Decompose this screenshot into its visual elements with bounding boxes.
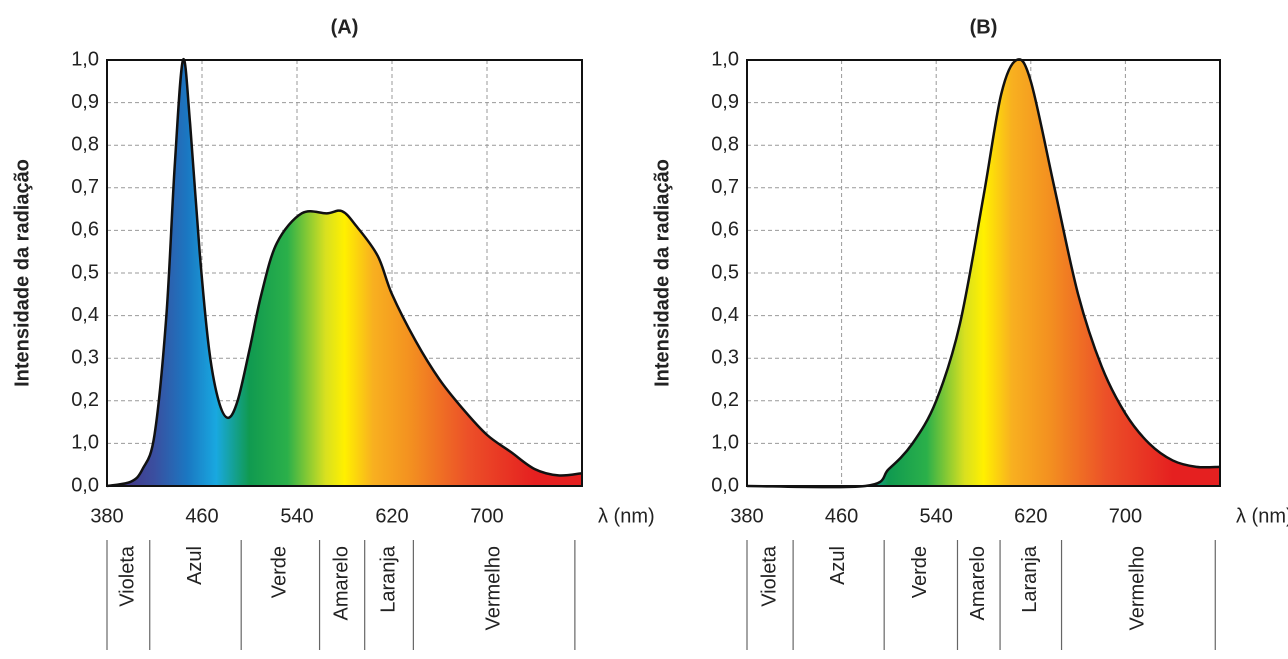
- x-tick-label: 460: [825, 505, 858, 527]
- band-label: Verde: [909, 546, 931, 598]
- x-tick-label: 620: [375, 505, 408, 527]
- y-tick-label: 0,8: [711, 133, 739, 155]
- y-tick-label: 0,3: [711, 346, 739, 368]
- y-tick-label: 0,0: [71, 474, 99, 496]
- area: [107, 59, 582, 487]
- x-tick-label: 540: [280, 505, 313, 527]
- band-label: Verde: [269, 546, 291, 598]
- band-label: Amarelo: [330, 546, 352, 620]
- x-tick-label: 380: [90, 505, 123, 527]
- y-axis-label: Intensidade da radiação: [651, 159, 673, 387]
- y-tick-label: 0,4: [71, 304, 99, 326]
- x-tick-label: 460: [185, 505, 218, 527]
- x-axis-label: λ (nm): [1236, 505, 1288, 527]
- band-label: Vermelho: [1127, 546, 1149, 631]
- curve: [106, 58, 583, 488]
- band-label: Laranja: [1019, 545, 1041, 613]
- x-tick-label: 700: [470, 505, 503, 527]
- y-tick-label: 0,0: [711, 474, 739, 496]
- y-tick-label: 1,0: [711, 48, 739, 70]
- y-tick-label: 1,0: [71, 48, 99, 70]
- y-tick-label: 0,9: [71, 91, 99, 113]
- chart-title: (A): [331, 16, 359, 38]
- band-label: Vermelho: [482, 546, 504, 631]
- y-tick-label: 1,0: [71, 432, 99, 454]
- y-tick-label: 0,6: [71, 219, 99, 241]
- panel: (A) Intensidade da radiação λ (nm) 0,0 1,0 0,…: [11, 16, 655, 650]
- y-tick-label: 0,4: [711, 304, 739, 326]
- band-label: Amarelo: [967, 546, 989, 620]
- chart-title: (B): [970, 16, 998, 38]
- band-label: Laranja: [377, 545, 399, 613]
- y-tick-label: 0,8: [71, 133, 99, 155]
- x-tick-label: 620: [1014, 505, 1047, 527]
- y-tick-label: 0,7: [71, 176, 99, 198]
- x-tick-label: 380: [730, 505, 763, 527]
- area: [747, 59, 1220, 488]
- y-tick-label: 0,5: [711, 261, 739, 283]
- y-axis-label: Intensidade da radiação: [11, 159, 33, 387]
- plot-frame: [746, 59, 1221, 487]
- band-label: Violeta: [758, 545, 780, 607]
- panel: (B) Intensidade da radiação λ (nm) 0,0 1,0 0,…: [651, 16, 1288, 650]
- x-axis-label: λ (nm): [598, 505, 655, 527]
- y-tick-label: 0,7: [711, 176, 739, 198]
- y-tick-label: 0,3: [71, 346, 99, 368]
- band-label: Azul: [827, 546, 849, 585]
- x-tick-label: 700: [1109, 505, 1142, 527]
- band-label: Violeta: [117, 545, 139, 607]
- plot-frame: [106, 59, 583, 487]
- y-tick-label: 1,0: [711, 432, 739, 454]
- y-tick-label: 0,6: [711, 219, 739, 241]
- y-tick-label: 0,5: [71, 261, 99, 283]
- band-label: Azul: [184, 546, 206, 585]
- y-tick-label: 0,2: [71, 389, 99, 411]
- x-tick-label: 540: [920, 505, 953, 527]
- y-tick-label: 0,9: [711, 91, 739, 113]
- y-tick-label: 0,2: [711, 389, 739, 411]
